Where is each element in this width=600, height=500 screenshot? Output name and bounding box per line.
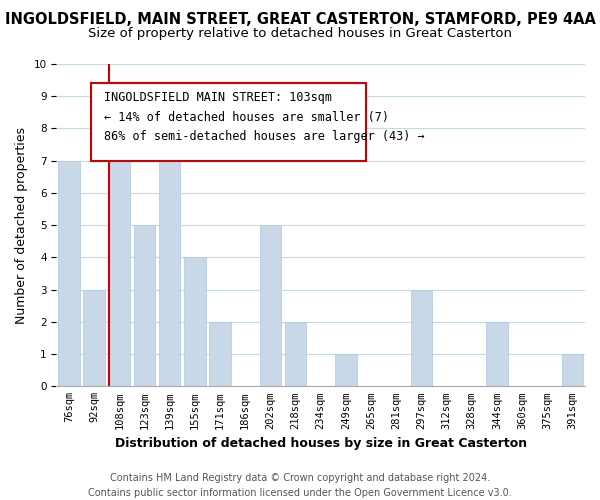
Bar: [260, 225, 281, 386]
Bar: [58, 160, 80, 386]
Bar: [410, 290, 432, 386]
Bar: [83, 290, 105, 386]
Bar: [91, 84, 365, 160]
Bar: [486, 322, 508, 386]
Text: INGOLDSFIELD MAIN STREET: 103sqm
← 14% of detached houses are smaller (7)
86% of: INGOLDSFIELD MAIN STREET: 103sqm ← 14% o…: [104, 92, 425, 144]
Y-axis label: Number of detached properties: Number of detached properties: [15, 126, 28, 324]
Bar: [209, 322, 231, 386]
Bar: [184, 258, 206, 386]
Bar: [562, 354, 583, 386]
Bar: [109, 128, 130, 386]
Bar: [134, 225, 155, 386]
Bar: [159, 128, 181, 386]
Bar: [335, 354, 356, 386]
Text: INGOLDSFIELD, MAIN STREET, GREAT CASTERTON, STAMFORD, PE9 4AA: INGOLDSFIELD, MAIN STREET, GREAT CASTERT…: [5, 12, 595, 28]
Text: Contains HM Land Registry data © Crown copyright and database right 2024.
Contai: Contains HM Land Registry data © Crown c…: [88, 472, 512, 498]
Bar: [285, 322, 306, 386]
X-axis label: Distribution of detached houses by size in Great Casterton: Distribution of detached houses by size …: [115, 437, 527, 450]
Text: Size of property relative to detached houses in Great Casterton: Size of property relative to detached ho…: [88, 28, 512, 40]
